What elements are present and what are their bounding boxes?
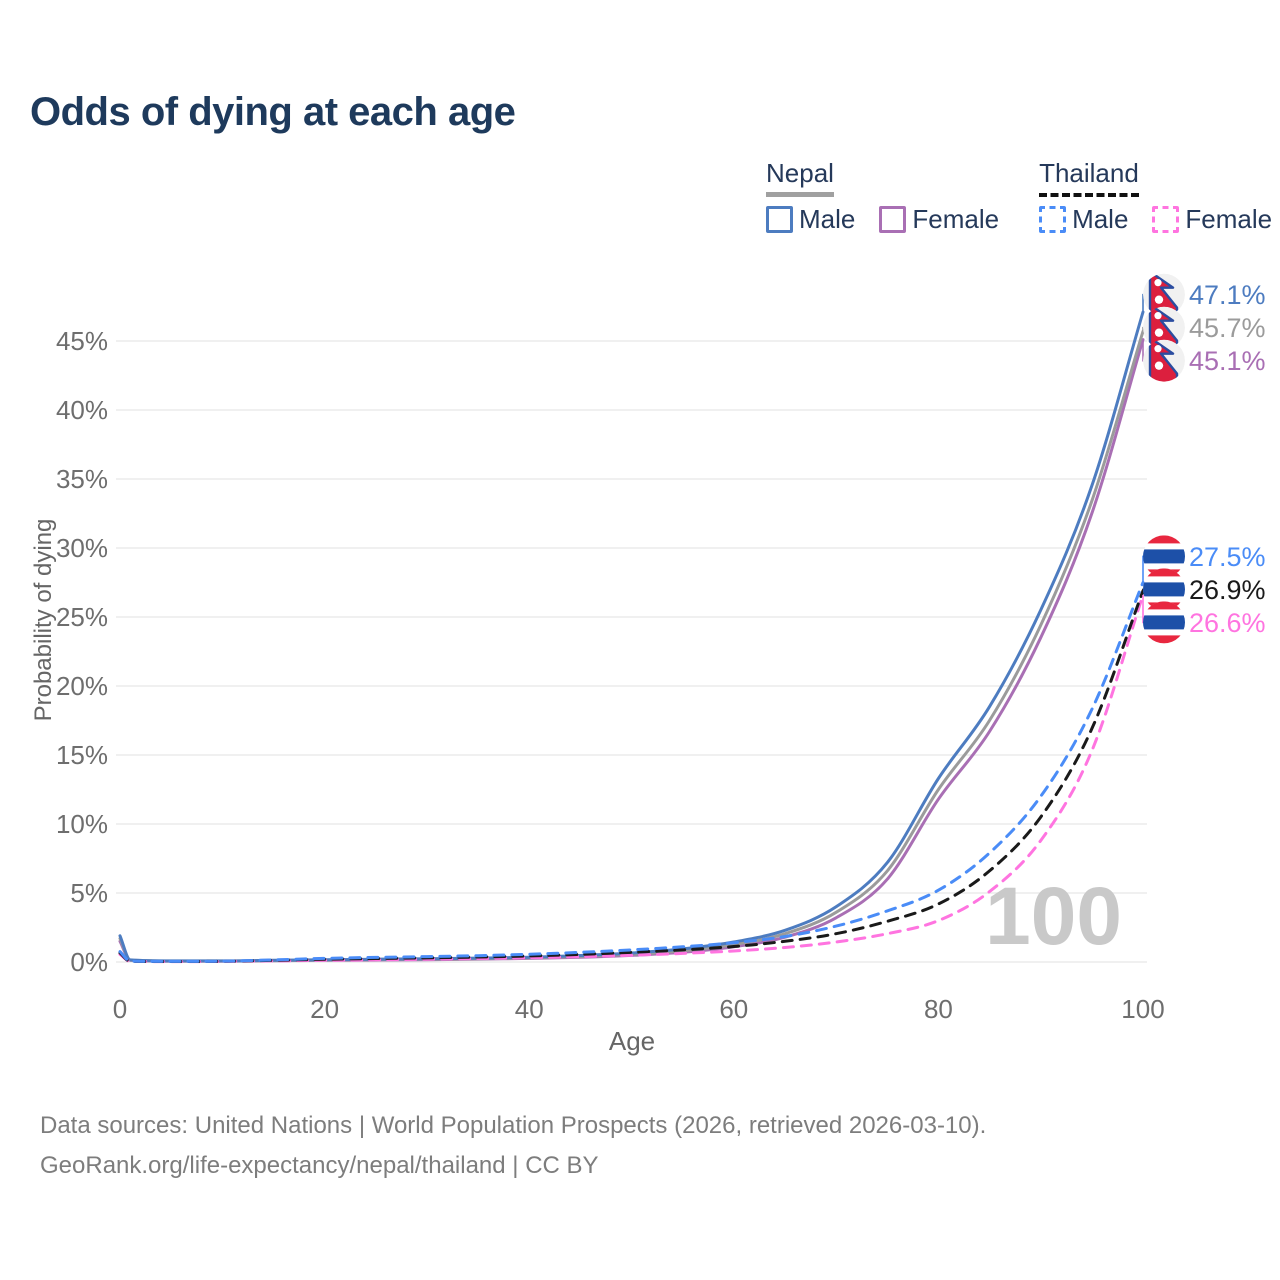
x-axis-title: Age <box>608 1026 656 1056</box>
y-tick-label: 40% <box>56 395 108 425</box>
y-tick-label: 30% <box>56 533 108 563</box>
series-line-nepal-both-sexes <box>118 329 1145 963</box>
y-tick-label: 45% <box>56 326 108 356</box>
end-label-nepal-female: 45.1% <box>1189 346 1266 376</box>
legend-item-nepal-male[interactable]: Male <box>766 204 855 235</box>
end-label-thailand-male: 27.5% <box>1189 542 1266 572</box>
legend-item-nepal-female[interactable]: Female <box>879 204 999 235</box>
legend-group-title-thailand: Thailand <box>1039 158 1139 197</box>
legend-swatch-nepal-female-icon[interactable] <box>879 206 907 233</box>
legend: Nepal Male Female Thailand Male Female <box>766 158 1272 235</box>
x-tick-label: 100 <box>1121 994 1164 1024</box>
legend-underline-nepal <box>766 192 834 197</box>
legend-item-label: Female <box>1185 204 1273 234</box>
legend-item-label: Male <box>799 204 856 234</box>
legend-item-label: Male <box>1072 204 1129 234</box>
data-sources-note: Data sources: United Nations | World Pop… <box>40 1106 986 1186</box>
series-line-thailand-both-sexes <box>118 589 1145 963</box>
end-label-thailand-both-sexes: 26.9% <box>1189 575 1266 605</box>
age-watermark: 100 <box>985 871 1122 962</box>
thailand-flag-icon <box>1143 601 1185 644</box>
y-tick-label: 0% <box>70 947 108 977</box>
legend-item-thailand-female[interactable]: Female <box>1152 204 1272 235</box>
legend-swatch-thailand-female-icon[interactable] <box>1152 206 1180 233</box>
y-tick-label: 10% <box>56 809 108 839</box>
y-tick-label: 25% <box>56 602 108 632</box>
page-title: Odds of dying at each age <box>30 90 516 134</box>
y-axis-title: Probability of dying <box>30 518 57 722</box>
x-tick-label: 80 <box>924 994 953 1024</box>
legend-group-title-nepal: Nepal <box>766 158 834 197</box>
x-tick-label: 60 <box>719 994 748 1024</box>
end-label-thailand-female: 26.6% <box>1189 608 1266 638</box>
x-tick-label: 20 <box>310 994 339 1024</box>
legend-item-label: Female <box>912 204 1000 234</box>
thailand-flag-icon <box>1143 568 1185 611</box>
legend-item-thailand-male[interactable]: Male <box>1039 204 1128 235</box>
end-label-nepal-male: 47.1% <box>1189 280 1266 310</box>
y-tick-label: 15% <box>56 740 108 770</box>
legend-group-thailand: Thailand Male Female <box>1039 158 1272 235</box>
y-tick-label: 5% <box>70 878 108 908</box>
legend-swatch-thailand-male-icon[interactable] <box>1039 206 1067 233</box>
y-tick-label: 35% <box>56 464 108 494</box>
footer-line-2: GeoRank.org/life-expectancy/nepal/thaila… <box>40 1152 599 1179</box>
series-line-nepal-female <box>118 338 1145 963</box>
nepal-flag-icon <box>1143 273 1185 316</box>
footer-line-1: Data sources: United Nations | World Pop… <box>40 1112 987 1139</box>
legend-underline-thailand <box>1039 193 1139 197</box>
series-line-thailand-male <box>118 581 1145 963</box>
y-tick-label: 20% <box>56 671 108 701</box>
nepal-flag-icon <box>1143 306 1185 349</box>
x-tick-label: 40 <box>515 994 544 1024</box>
legend-group-nepal: Nepal Male Female <box>766 158 999 235</box>
end-label-nepal-both-sexes: 45.7% <box>1189 313 1266 343</box>
x-tick-label: 0 <box>113 994 127 1024</box>
nepal-flag-icon <box>1143 339 1185 382</box>
legend-swatch-nepal-male-icon[interactable] <box>766 206 793 233</box>
series-line-thailand-female <box>118 593 1145 964</box>
